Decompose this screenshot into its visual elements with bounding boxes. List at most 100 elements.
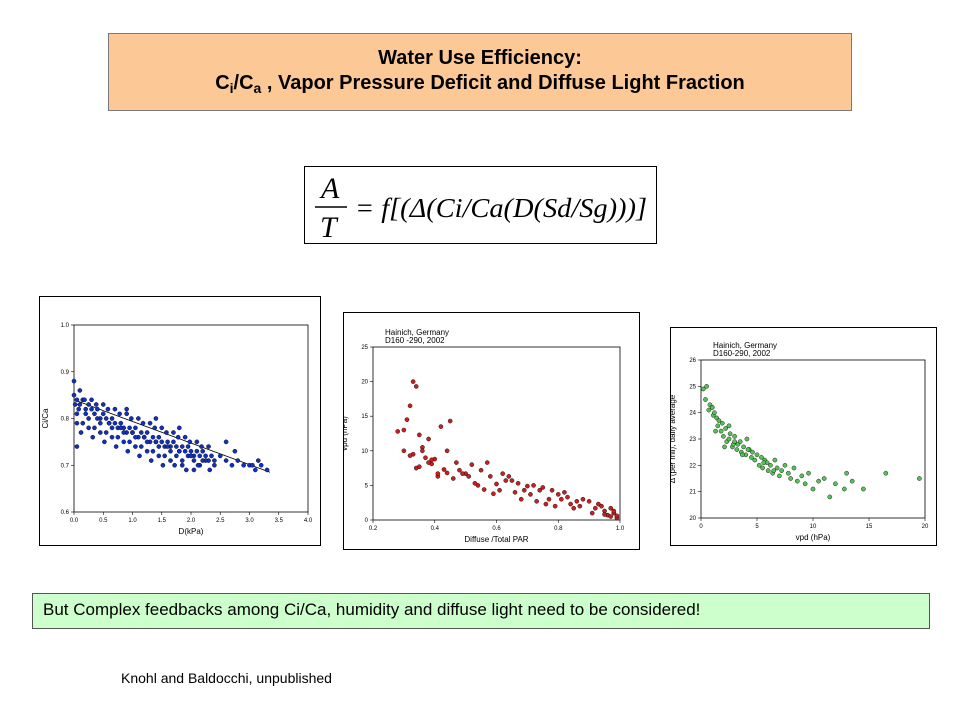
- chart1-data-point: [525, 483, 530, 489]
- chart1-data-point: [602, 512, 607, 517]
- chart2-data-point: [795, 478, 800, 484]
- chart0-data-point: [174, 444, 179, 449]
- chart0-data-point: [71, 392, 77, 398]
- chart0-data-point: [217, 453, 223, 459]
- chart0-data-point: [147, 420, 153, 426]
- chart2-data-point: [709, 405, 715, 410]
- chart1-data-point: [410, 379, 416, 384]
- chart0-data-point: [150, 448, 156, 454]
- chart0-x-tick-label: 0.0: [70, 518, 79, 524]
- chart1-data-point: [441, 467, 447, 472]
- chart2-data-point: [772, 457, 778, 463]
- chart1-data-point: [565, 494, 570, 500]
- chart2-data-point: [719, 420, 725, 426]
- chart0-data-point: [86, 425, 91, 431]
- chart0-data-point: [194, 439, 200, 445]
- chart2-y-tick-label: 20: [689, 516, 696, 522]
- chart2-data-point: [771, 468, 777, 473]
- chart0-data-point: [77, 402, 83, 407]
- chart2-data-point: [718, 428, 724, 434]
- equation-rhs: = f[(Δ(Ci/Ca(D(Sd/Sg)))]: [355, 193, 647, 223]
- chart0-data-point: [200, 458, 205, 463]
- chart0-data-point: [118, 420, 124, 426]
- chart0-data-point: [83, 411, 89, 417]
- chart0-data-point: [90, 434, 96, 440]
- chart0-data-point: [153, 439, 159, 445]
- chart0-data-point: [92, 411, 97, 417]
- chart1-data-point: [503, 478, 509, 483]
- chart0-data-point: [98, 430, 103, 435]
- chart0-x-axis-label: D(kPa): [179, 527, 204, 536]
- chart0-y-axis-label: Ci/Ca: [41, 408, 50, 429]
- chart0-data-point: [100, 411, 106, 417]
- chart1-data-point: [426, 460, 431, 465]
- chart0-data-point: [74, 397, 80, 403]
- chart0-data-point: [264, 467, 270, 473]
- chart0-data-point: [194, 448, 200, 454]
- chart1-data-point: [534, 499, 539, 504]
- chart0-data-point: [235, 458, 241, 463]
- chart0-data-point: [168, 458, 173, 463]
- chart1-annotation: Hainich, Germany: [385, 328, 449, 337]
- chart0-data-point: [176, 448, 182, 454]
- chart0-data-point: [109, 416, 115, 421]
- chart0-data-point: [86, 416, 91, 421]
- chart0-data-point: [188, 448, 194, 454]
- chart0-data-point: [156, 444, 162, 449]
- chart1-data-point: [549, 487, 555, 493]
- chart0-x-tick-label: 3.0: [245, 518, 254, 524]
- equation-box: A T = f[(Δ(Ci/Ca(D(Sd/Sg)))]: [304, 166, 657, 244]
- chart0-data-point: [223, 458, 229, 463]
- chart2-data-point: [713, 428, 718, 434]
- chart1-data-point: [420, 448, 425, 454]
- chart1-data-point: [552, 503, 558, 509]
- chart-panel-ci-ca: 0.0 0.5 1.0 1.5 2.0 2.5 3.0 3.5 4.0 0.6 0.7 0.8 0.9 1…: [39, 296, 321, 546]
- chart2-data-point: [712, 410, 717, 415]
- chart1-data-point: [512, 490, 518, 495]
- chart0-x-tick-label: 1.5: [158, 518, 167, 524]
- chart1-annotation: D160 -290, 2002: [385, 336, 445, 345]
- chart0-data-point: [112, 406, 118, 412]
- chart0-x-tick-label: 2.5: [216, 518, 225, 524]
- chart1-y-tick-label: 5: [365, 483, 369, 489]
- chart0-data-point: [136, 416, 141, 421]
- chart0-data-point: [223, 439, 229, 445]
- chart-panel-delta: 0 5 10 15 20 20 21 22 23 24 25 26 vpd (hPa) Δ (per mi…: [670, 327, 937, 546]
- chart1-data-point: [592, 505, 598, 511]
- chart2-y-axis-label: Δ (per mil), daily average: [671, 394, 677, 483]
- chart2-data-point: [721, 434, 726, 439]
- chart0-data-point: [182, 448, 188, 454]
- chart1-x-tick-label: 0.4: [431, 526, 440, 532]
- chart2-annotation: D160-290, 2002: [713, 349, 771, 358]
- chart0-data-point: [159, 439, 165, 445]
- chart0-data-point: [138, 444, 144, 449]
- chart0-data-point: [164, 430, 169, 435]
- chart2-data-point: [917, 476, 922, 481]
- chart0-data-point: [171, 439, 176, 445]
- chart0-data-point: [98, 420, 103, 426]
- chart1-data-point: [589, 510, 595, 516]
- chart1-y-tick-label: 15: [361, 414, 368, 420]
- chart0-data-point: [258, 462, 264, 468]
- chart1-data-point: [608, 514, 614, 519]
- chart1-data-point: [407, 453, 413, 458]
- chart0-data-point: [95, 416, 100, 421]
- chart1-data-point: [611, 508, 617, 514]
- chart2-data-point: [802, 481, 808, 487]
- chart1-data-point: [438, 424, 444, 429]
- chart1-data-point: [608, 505, 614, 511]
- chart0-data-point: [133, 425, 138, 431]
- chart2-data-point: [726, 436, 732, 442]
- chart2-data-point: [774, 465, 780, 471]
- chart2-data-point: [827, 494, 833, 500]
- chart1-data-point: [447, 418, 453, 424]
- chart0-data-point: [185, 444, 191, 449]
- chart1-data-point: [454, 460, 459, 465]
- chart1-data-point: [509, 478, 515, 483]
- chart1-data-point: [450, 476, 456, 481]
- chart1-data-point: [475, 483, 481, 488]
- chart1-y-tick-label: 10: [361, 449, 368, 455]
- chart1-y-tick-label: 20: [361, 380, 368, 386]
- chart2-data-point: [833, 481, 838, 487]
- chart0-data-point: [160, 462, 166, 468]
